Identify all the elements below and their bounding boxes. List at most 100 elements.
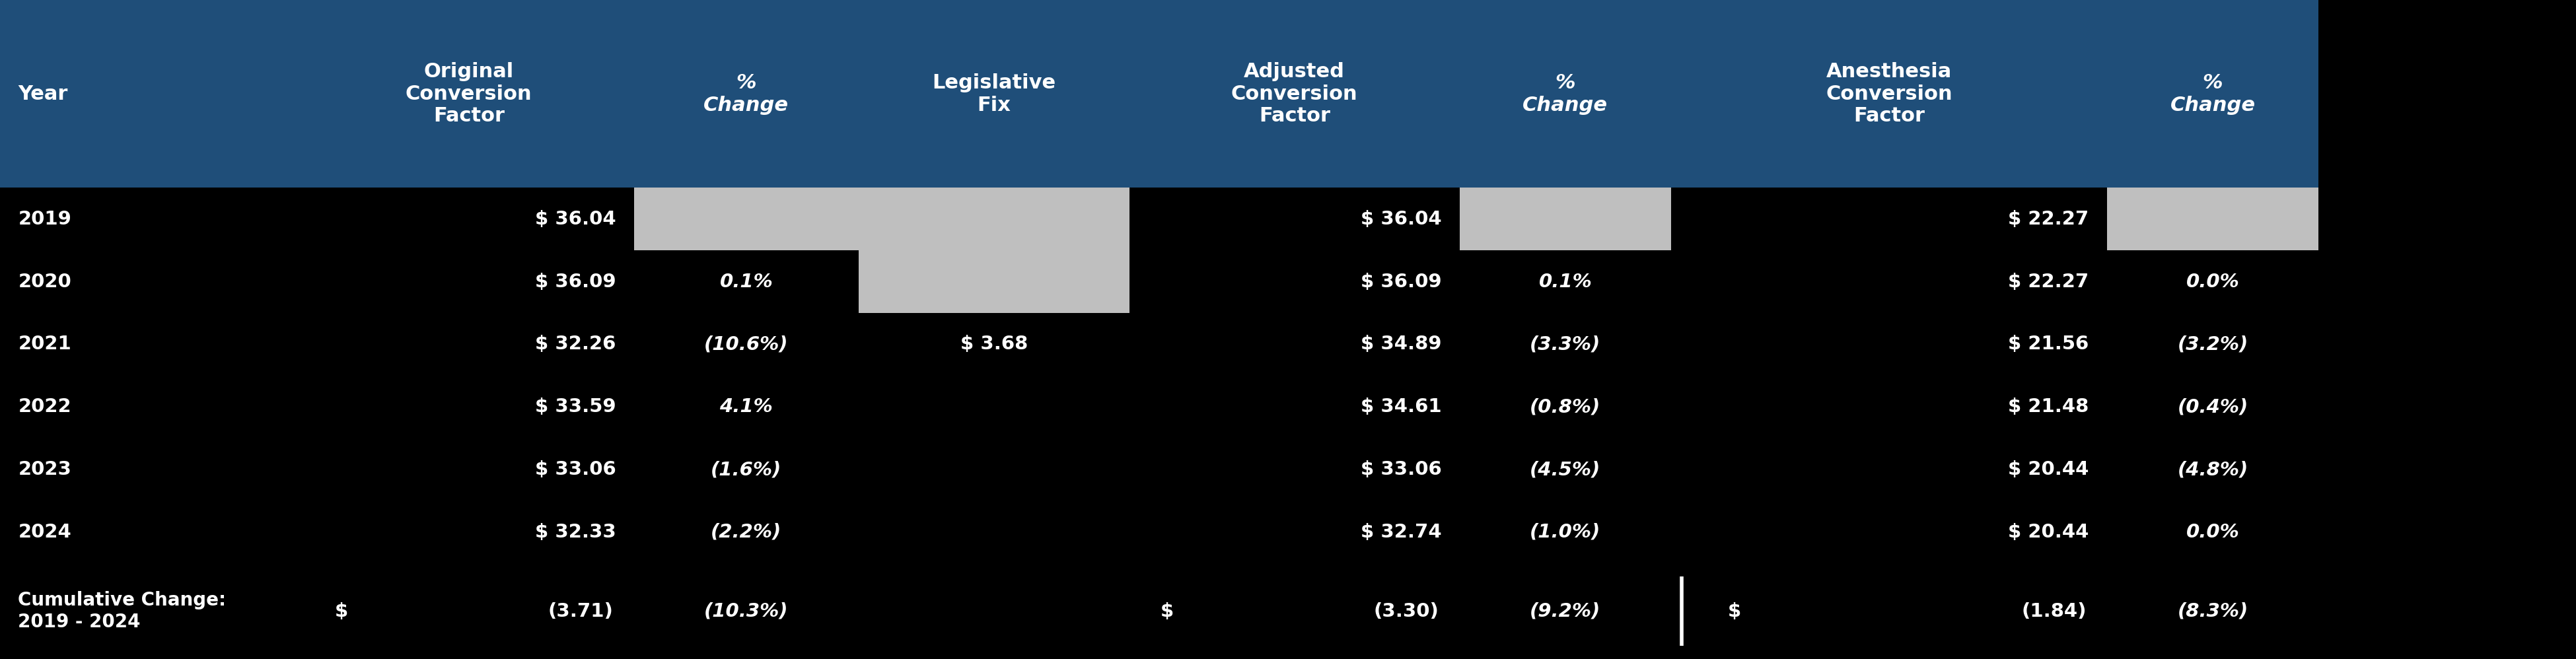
Text: $ 33.06: $ 33.06 [536, 460, 616, 479]
Bar [1128, 438, 1461, 501]
Text: 2019: 2019 [18, 210, 72, 229]
Bar [0, 0, 304, 188]
Bar [858, 188, 1128, 250]
Text: $: $ [1728, 602, 1741, 621]
Text: $ 32.74: $ 32.74 [1360, 523, 1443, 542]
Text: (0.4%): (0.4%) [2177, 397, 2249, 416]
Text: Anesthesia
Conversion
Factor: Anesthesia Conversion Factor [1826, 62, 1953, 126]
Text: $ 32.33: $ 32.33 [536, 523, 616, 542]
Text: 0.1%: 0.1% [719, 272, 773, 291]
Text: (1.84): (1.84) [2022, 602, 2087, 621]
Bar [634, 501, 858, 563]
Text: (4.5%): (4.5%) [1530, 460, 1600, 479]
Bar [858, 376, 1128, 438]
Bar [304, 501, 634, 563]
Text: 0.1%: 0.1% [1538, 272, 1592, 291]
Bar [1672, 0, 2107, 188]
Bar [1461, 438, 1672, 501]
Bar [304, 250, 634, 313]
Text: $ 36.04: $ 36.04 [536, 210, 616, 229]
Text: $ 21.56: $ 21.56 [2009, 335, 2089, 354]
Bar [1672, 188, 2107, 250]
Text: $ 22.27: $ 22.27 [2009, 272, 2089, 291]
Bar [858, 0, 1128, 188]
Text: $ 20.44: $ 20.44 [2009, 460, 2089, 479]
Bar [1672, 313, 2107, 376]
Bar [0, 313, 304, 376]
Bar [2107, 0, 2318, 188]
Bar [304, 188, 634, 250]
Text: 2021: 2021 [18, 335, 72, 354]
Text: Original
Conversion
Factor: Original Conversion Factor [404, 62, 533, 126]
Text: %
Change: % Change [1522, 73, 1607, 115]
Bar [2107, 438, 2318, 501]
Bar [1672, 501, 2107, 563]
Text: (10.3%): (10.3%) [703, 602, 788, 621]
Bar [1461, 376, 1672, 438]
Text: (8.3%): (8.3%) [2177, 602, 2249, 621]
Bar [1672, 438, 2107, 501]
Bar [2107, 376, 2318, 438]
Bar [858, 313, 1128, 376]
Bar [2107, 501, 2318, 563]
Text: (3.3%): (3.3%) [1530, 335, 1600, 354]
Bar [304, 376, 634, 438]
Text: $: $ [1159, 602, 1175, 621]
Text: 0.0%: 0.0% [2187, 523, 2239, 542]
Text: $ 34.61: $ 34.61 [1360, 397, 1443, 416]
Bar [2107, 250, 2318, 313]
Text: $ 36.04: $ 36.04 [1360, 210, 1443, 229]
Text: $ 34.89: $ 34.89 [1360, 335, 1443, 354]
Text: (4.8%): (4.8%) [2177, 460, 2249, 479]
Bar [858, 438, 1128, 501]
Text: $ 33.59: $ 33.59 [536, 397, 616, 416]
Text: $ 21.48: $ 21.48 [2009, 397, 2089, 416]
Text: 0.0%: 0.0% [2187, 272, 2239, 291]
Bar [1672, 250, 2107, 313]
Bar [1128, 501, 1461, 563]
Bar [634, 313, 858, 376]
Text: (3.2%): (3.2%) [2177, 335, 2249, 354]
Text: $ 3.68: $ 3.68 [961, 335, 1028, 354]
Bar [1461, 250, 1672, 313]
Bar [304, 313, 634, 376]
Text: Legislative
Fix: Legislative Fix [933, 73, 1056, 115]
Bar [1672, 376, 2107, 438]
Text: $ 22.27: $ 22.27 [2009, 210, 2089, 229]
Bar [858, 250, 1128, 313]
Bar [1128, 250, 1461, 313]
Bar [0, 376, 304, 438]
Text: Adjusted
Conversion
Factor: Adjusted Conversion Factor [1231, 62, 1358, 126]
Text: Year: Year [18, 84, 67, 103]
Bar [0, 501, 304, 563]
Text: $ 20.44: $ 20.44 [2009, 523, 2089, 542]
Bar [634, 438, 858, 501]
Text: $ 36.09: $ 36.09 [536, 272, 616, 291]
Text: 4.1%: 4.1% [719, 397, 773, 416]
Bar [1128, 188, 1461, 250]
Bar [858, 501, 1128, 563]
Text: (10.6%): (10.6%) [703, 335, 788, 354]
Bar [1461, 313, 1672, 376]
Text: $ 36.09: $ 36.09 [1360, 272, 1443, 291]
Bar [304, 438, 634, 501]
Text: Cumulative Change:
2019 - 2024: Cumulative Change: 2019 - 2024 [18, 591, 227, 631]
Bar [1128, 313, 1461, 376]
Text: (9.2%): (9.2%) [1530, 602, 1600, 621]
Text: (2.2%): (2.2%) [711, 523, 781, 542]
Bar [634, 250, 858, 313]
Bar [1461, 501, 1672, 563]
Text: $ 32.26: $ 32.26 [536, 335, 616, 354]
Text: (1.6%): (1.6%) [711, 460, 781, 479]
Bar [1128, 0, 1461, 188]
Text: $ 33.06: $ 33.06 [1360, 460, 1443, 479]
Bar [1128, 376, 1461, 438]
Text: (1.0%): (1.0%) [1530, 523, 1600, 542]
Text: %
Change: % Change [2169, 73, 2254, 115]
Bar [634, 376, 858, 438]
Text: 2020: 2020 [18, 272, 72, 291]
Bar [634, 0, 858, 188]
Text: 2024: 2024 [18, 523, 72, 542]
Bar [634, 188, 858, 250]
Text: (0.8%): (0.8%) [1530, 397, 1600, 416]
